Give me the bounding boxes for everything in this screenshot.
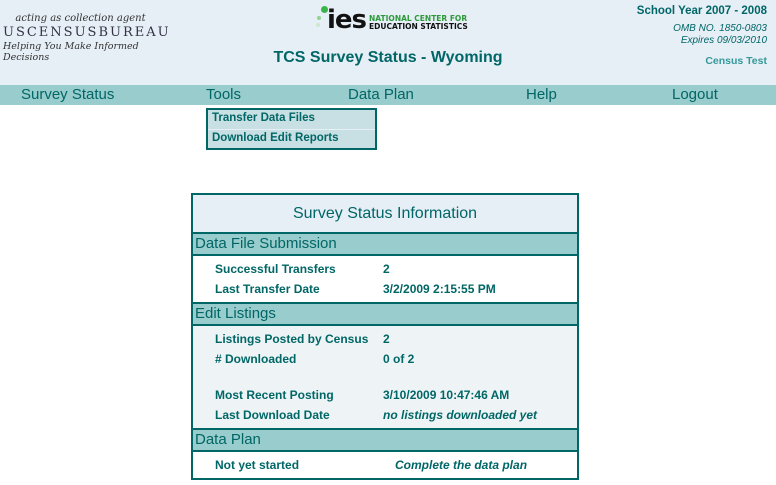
omb-number: OMB NO. 1850-0803 [673,23,767,34]
table-row: # Downloaded 0 of 2 [193,349,577,369]
menu-transfer-data-files[interactable]: Transfer Data Files [212,112,315,124]
census-name: USCENSUSBUREAU [3,25,171,40]
table-title: Survey Status Information [193,195,577,232]
table-row: Not yet started Complete the data plan [193,455,577,475]
row-label: Most Recent Posting [215,388,334,402]
census-slogan: Helping You Make Informed Decisions [3,41,139,63]
table-row: Listings Posted by Census 2 [193,329,577,349]
row-value: 2 [383,262,390,276]
row-label: Last Transfer Date [215,282,320,296]
nces-line1: NATIONAL CENTER FOR [369,14,468,23]
row-label: Successful Transfers [215,262,336,276]
nav-tools[interactable]: Tools [206,86,242,103]
nav-survey-status[interactable]: Survey Status [21,86,115,103]
table-row: Last Transfer Date 3/2/2009 2:15:55 PM [193,279,577,299]
complete-data-plan-link[interactable]: Complete the data plan [395,458,528,472]
main-nav: Survey Status Tools Data Plan Help Logou… [0,85,776,105]
menu-download-edit-reports[interactable]: Download Edit Reports [208,129,375,148]
ies-wordmark: ies [327,5,367,35]
survey-status-table: Survey Status Information Data File Subm… [191,193,579,480]
table-row: Most Recent Posting 3/10/2009 10:47:46 AM [193,385,577,405]
nces-line2: EDUCATION STATISTICS [369,22,468,31]
nav-help[interactable]: Help [526,86,557,103]
ies-logo: ies NATIONAL CENTER FOR EDUCATION STATIST… [315,6,468,34]
row-value: 3/10/2009 10:47:46 AM [383,388,510,402]
table-row: Successful Transfers 2 [193,259,577,279]
row-value: 0 of 2 [383,352,415,366]
page-title: TCS Survey Status - Wyoming [273,49,503,66]
expires: Expires 09/03/2010 [680,35,767,46]
section-heading: Data Plan [193,428,577,452]
row-value: no listings downloaded yet [383,408,538,422]
table-row: Last Download Date no listings downloaded… [193,405,577,425]
row-value: 3/2/2009 2:15:55 PM [383,282,496,296]
row-label: Not yet started [215,458,300,472]
tools-dropdown: Transfer Data Files Download Edit Report… [206,108,377,150]
nav-logout[interactable]: Logout [672,86,718,103]
header: acting as collection agent USCENSUSBUREA… [0,0,776,85]
user-name: Census Test [705,55,767,67]
school-year: School Year 2007 - 2008 [636,5,767,17]
row-label: # Downloaded [215,352,297,366]
ies-dots-icon [315,6,328,34]
census-bureau-logo: acting as collection agent USCENSUSBUREA… [3,13,171,63]
census-tagline: acting as collection agent [15,13,146,24]
row-value: 2 [383,332,390,346]
row-label: Listings Posted by Census [215,332,369,346]
section-heading: Edit Listings [193,302,577,326]
section-heading: Data File Submission [193,232,577,256]
nav-data-plan[interactable]: Data Plan [348,86,414,103]
row-label: Last Download Date [215,408,330,422]
